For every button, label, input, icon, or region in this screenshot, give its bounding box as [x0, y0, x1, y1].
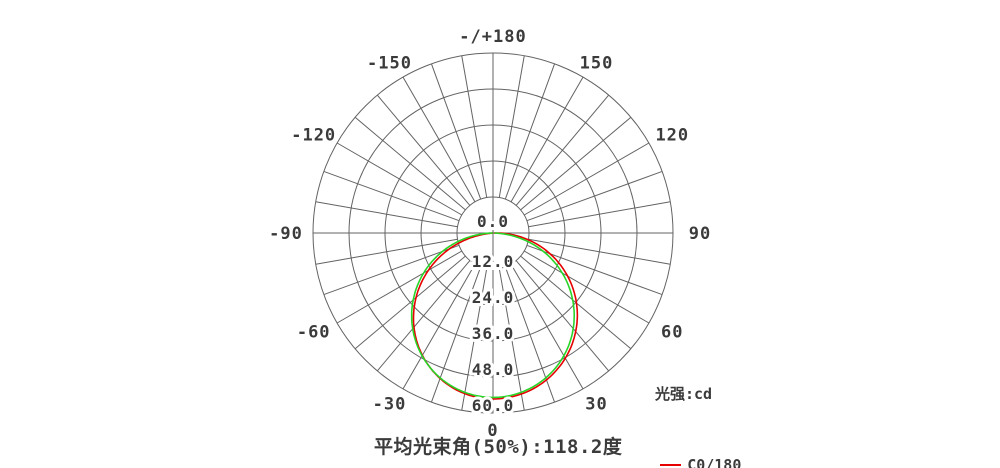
grid-spoke: [461, 55, 488, 198]
angle-label--30: -30: [373, 395, 407, 415]
angle-label-90: 90: [689, 224, 711, 244]
grid-spoke: [323, 170, 460, 222]
grid-spoke: [526, 170, 663, 222]
grid-spoke: [520, 116, 632, 211]
angle-label-120: 120: [655, 126, 689, 146]
angle-label--120: -120: [291, 126, 336, 146]
angle-label-60: 60: [661, 323, 683, 343]
grid-spoke: [430, 63, 482, 200]
radial-tick-label-60: 60.0: [472, 396, 515, 415]
angle-label--90: -90: [269, 224, 303, 244]
legend-title: 光强:cd: [655, 385, 713, 404]
legend-entry-c0-180: C0/180: [606, 440, 750, 468]
angle-label-0: 0: [487, 421, 498, 441]
beam-angle-note: 平均光束角(50%):118.2度: [374, 436, 623, 458]
grid-spoke: [315, 201, 458, 228]
grid-spoke: [498, 268, 525, 411]
radial-tick-label-36: 36.0: [472, 324, 515, 343]
radial-tick-label-24: 24.0: [472, 288, 515, 307]
grid-spoke: [523, 142, 650, 216]
radial-tick-label-48: 48.0: [472, 360, 515, 379]
grid-spoke: [510, 263, 584, 390]
grid-spoke: [323, 244, 460, 296]
grid-spoke: [504, 63, 556, 200]
angle-label-180: -/+180: [459, 27, 526, 47]
angle-label--60: -60: [297, 323, 331, 343]
grid-spoke: [498, 55, 525, 198]
grid-spoke: [526, 244, 663, 296]
grid-spoke: [461, 268, 488, 411]
grid-spoke: [376, 94, 471, 206]
series-c0-180-label: C0/180: [687, 456, 742, 468]
grid-spoke: [376, 260, 471, 372]
legend: 光强:cd C0/180 56.9,61.3 C90/270 59.2,59.1: [606, 351, 750, 468]
grid-spoke: [402, 76, 476, 203]
grid-spoke: [528, 238, 671, 265]
grid-spoke: [354, 255, 466, 350]
grid-spoke: [528, 201, 671, 228]
grid-spoke: [336, 142, 463, 216]
curve-c90-270: [410, 232, 576, 399]
angle-label-150: 150: [580, 53, 614, 73]
radial-tick-label-12: 12.0: [472, 252, 515, 271]
grid-spoke: [354, 116, 466, 211]
grid-spoke: [315, 238, 458, 265]
grid-spoke: [430, 266, 482, 403]
angle-label-30: 30: [585, 395, 607, 415]
grid-spoke: [402, 263, 476, 390]
angle-label--150: -150: [367, 53, 412, 73]
grid-spoke: [523, 250, 650, 324]
curve-c0-180: [412, 232, 579, 400]
grid-spoke: [515, 94, 610, 206]
grid-spoke: [515, 260, 610, 372]
radial-tick-label-0: 0.0: [477, 212, 509, 231]
series-c0-180-swatch-icon: [660, 464, 682, 467]
grid-spoke: [510, 76, 584, 203]
grid-spoke: [336, 250, 463, 324]
